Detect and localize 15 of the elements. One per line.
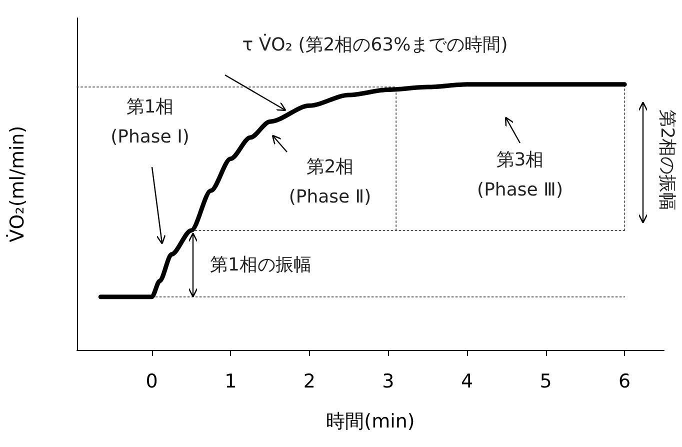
text: τ V̇O₂ (第2相の63%までの時間): [242, 33, 508, 56]
annotation: 第3相 (Phase Ⅲ): [477, 150, 563, 200]
annotation: 第2相 (Phase Ⅱ): [288, 156, 372, 208]
x-tick-label: 1: [224, 370, 237, 392]
annotation: 第1相 (Phase Ⅰ): [110, 96, 190, 148]
x-tick-label: 0: [146, 370, 158, 392]
x-axis-title: 時間(min): [326, 410, 415, 432]
x-tick-label: 2: [303, 370, 316, 392]
x-tick-label: 4: [460, 370, 474, 392]
x-tick-label: 3: [382, 370, 394, 392]
y-axis-title: V̇O₂(ml/min): [6, 126, 28, 242]
annotation: 第1相の振幅: [210, 254, 312, 276]
x-tick-label: 5: [540, 370, 552, 392]
x-tick-label: 6: [618, 370, 631, 392]
annotation: 第2相の振幅: [656, 109, 678, 211]
